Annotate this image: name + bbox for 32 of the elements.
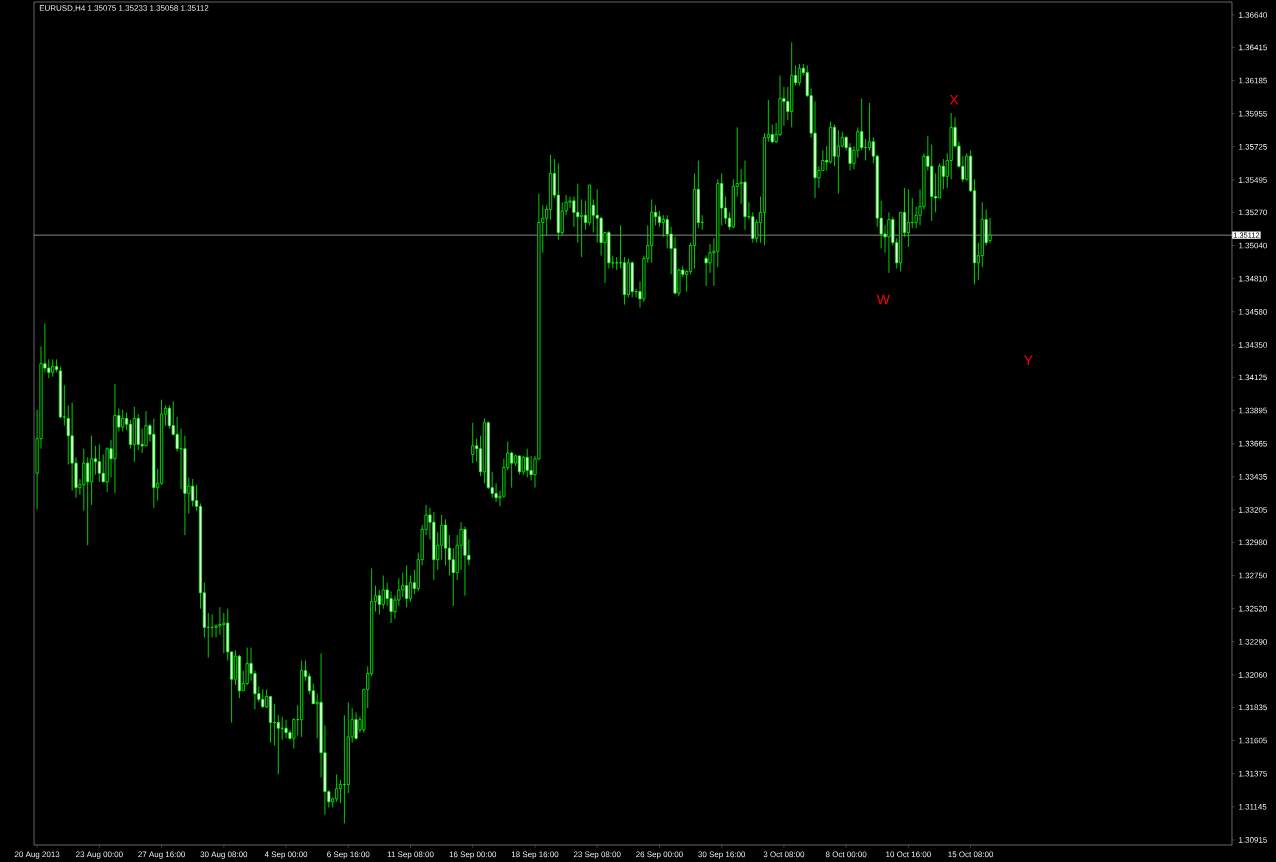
candlestick [525,448,529,478]
candlestick [335,773,339,803]
candlestick [377,589,381,615]
candlestick [261,688,265,709]
candlestick [521,455,525,476]
candlestick [471,422,475,464]
candlestick [704,255,708,287]
candlestick [580,199,584,258]
candlestick [887,211,891,274]
candlestick [401,572,405,598]
annotation: W [876,294,890,305]
candlestick [443,518,448,566]
candlestick [55,358,59,373]
candlestick [836,129,840,195]
candlestick [86,456,90,546]
annotation: Y [1023,355,1033,366]
candlestick [408,575,413,602]
candlestick [988,217,992,244]
candlestick [128,419,133,450]
candlestick [191,478,195,507]
candlestick [284,719,288,739]
candlestick [405,565,409,608]
candlestick [354,712,358,741]
candlestick [661,214,665,238]
candlestick [338,779,343,804]
candlestick [906,188,910,248]
candlestick [440,514,444,561]
annotation: X [949,94,959,105]
candlestick [381,575,385,610]
candlestick [90,435,94,506]
candlestick [97,443,101,483]
candlestick [595,188,599,244]
